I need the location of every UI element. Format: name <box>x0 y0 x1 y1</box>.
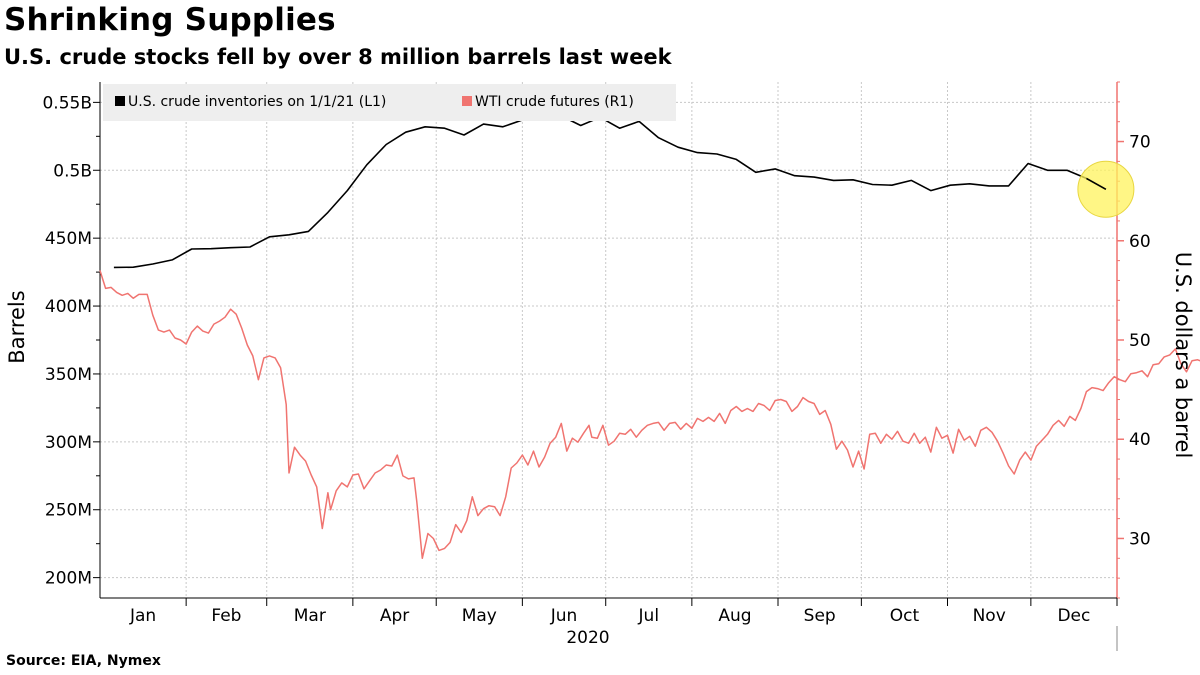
legend-swatch-inventory <box>115 96 125 106</box>
left-tick-label: 0.55B <box>42 93 92 113</box>
x-axis-ticks: Jan Feb Mar Apr May Jun Jul Aug Sep Oct Nov Dec <box>129 598 1118 651</box>
month-label: Mar <box>294 606 326 626</box>
right-tick-label: 30 <box>1129 529 1151 549</box>
left-axis-title: Barrels <box>5 290 29 363</box>
left-axis-ticks: 200M 250M 300M 350M 400M 450M 0.5B 0.55B <box>42 93 100 589</box>
left-tick-label: 250M <box>45 501 92 521</box>
chart-title: Shrinking Supplies <box>4 2 336 38</box>
axes <box>99 82 1118 599</box>
source-note: Source: EIA, Nymex <box>6 653 161 669</box>
month-label: May <box>462 606 497 626</box>
left-tick-label: 300M <box>45 433 92 453</box>
legend-swatch-wti <box>462 96 472 106</box>
month-label: Aug <box>718 606 751 626</box>
gridlines <box>100 82 1117 598</box>
left-tick-label: 200M <box>45 569 92 589</box>
month-label: Oct <box>890 606 920 626</box>
right-axis-title: U.S. dollars a barrel <box>1171 252 1195 459</box>
right-tick-label: 70 <box>1129 133 1151 153</box>
right-axis-ticks: 30 40 50 60 70 <box>1117 81 1151 599</box>
x-axis-year-label: 2020 <box>566 628 609 648</box>
month-label: Feb <box>211 606 241 626</box>
right-tick-label: 50 <box>1129 331 1151 351</box>
inventory-line-last-segment <box>1086 177 1107 190</box>
right-tick-label: 60 <box>1129 232 1151 252</box>
highlight <box>1077 160 1135 218</box>
legend-label-inventory: U.S. crude inventories on 1/1/21 (L1) <box>128 94 386 110</box>
legend: U.S. crude inventories on 1/1/21 (L1) WT… <box>103 84 676 121</box>
left-tick-label: 350M <box>45 365 92 385</box>
month-label: Sep <box>804 606 836 626</box>
month-label: Apr <box>380 606 409 626</box>
legend-label-wti: WTI crude futures (R1) <box>475 94 634 110</box>
month-label: Jun <box>550 606 578 626</box>
month-label: Jan <box>129 606 156 626</box>
series <box>99 115 1200 560</box>
month-label: Dec <box>1057 606 1090 626</box>
left-tick-label: 400M <box>45 297 92 317</box>
wti-line <box>99 270 1200 560</box>
month-label: Nov <box>973 606 1006 626</box>
legend-background <box>103 84 676 121</box>
right-tick-label: 40 <box>1129 430 1151 450</box>
inventory-line <box>113 115 1107 269</box>
month-label: Jul <box>638 606 660 626</box>
left-tick-label: 0.5B <box>53 161 92 181</box>
chart-subtitle: U.S. crude stocks fell by over 8 million… <box>4 45 672 69</box>
left-tick-label: 450M <box>45 229 92 249</box>
